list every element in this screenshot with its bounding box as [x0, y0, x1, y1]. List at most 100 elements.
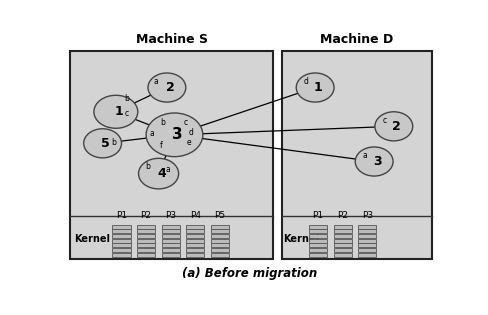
- FancyBboxPatch shape: [211, 239, 229, 243]
- Text: b: b: [160, 118, 165, 127]
- FancyBboxPatch shape: [282, 51, 431, 259]
- FancyBboxPatch shape: [112, 243, 131, 247]
- Text: P4: P4: [190, 211, 201, 220]
- FancyBboxPatch shape: [309, 234, 327, 238]
- Text: P1: P1: [313, 211, 324, 220]
- FancyBboxPatch shape: [186, 253, 204, 257]
- Ellipse shape: [375, 112, 413, 141]
- FancyBboxPatch shape: [162, 234, 180, 238]
- FancyBboxPatch shape: [309, 225, 327, 228]
- FancyBboxPatch shape: [186, 248, 204, 252]
- Text: c: c: [124, 109, 128, 118]
- FancyBboxPatch shape: [112, 234, 131, 238]
- Text: P3: P3: [362, 211, 373, 220]
- Text: 3: 3: [373, 155, 382, 168]
- FancyBboxPatch shape: [137, 243, 155, 247]
- FancyBboxPatch shape: [358, 229, 376, 233]
- FancyBboxPatch shape: [358, 234, 376, 238]
- Text: Kernel: Kernel: [283, 234, 319, 243]
- FancyBboxPatch shape: [334, 225, 352, 228]
- Text: Machine D: Machine D: [320, 33, 393, 46]
- Ellipse shape: [146, 113, 203, 157]
- FancyBboxPatch shape: [358, 253, 376, 257]
- FancyBboxPatch shape: [309, 243, 327, 247]
- Text: a: a: [363, 151, 367, 160]
- FancyBboxPatch shape: [334, 243, 352, 247]
- FancyBboxPatch shape: [162, 239, 180, 243]
- Text: 5: 5: [101, 137, 110, 150]
- FancyBboxPatch shape: [358, 243, 376, 247]
- FancyBboxPatch shape: [211, 225, 229, 228]
- Text: 2: 2: [165, 81, 174, 94]
- FancyBboxPatch shape: [162, 253, 180, 257]
- FancyBboxPatch shape: [112, 229, 131, 233]
- Text: d: d: [189, 128, 194, 137]
- FancyBboxPatch shape: [186, 229, 204, 233]
- FancyBboxPatch shape: [137, 225, 155, 228]
- FancyBboxPatch shape: [211, 234, 229, 238]
- Text: P1: P1: [116, 211, 127, 220]
- FancyBboxPatch shape: [186, 239, 204, 243]
- FancyBboxPatch shape: [211, 253, 229, 257]
- FancyBboxPatch shape: [334, 229, 352, 233]
- Ellipse shape: [355, 147, 393, 176]
- Ellipse shape: [94, 95, 138, 128]
- Text: P5: P5: [214, 211, 225, 220]
- FancyBboxPatch shape: [112, 248, 131, 252]
- Text: a: a: [149, 129, 154, 138]
- Ellipse shape: [84, 129, 122, 158]
- Text: b: b: [125, 94, 130, 103]
- FancyBboxPatch shape: [211, 229, 229, 233]
- FancyBboxPatch shape: [334, 253, 352, 257]
- Ellipse shape: [296, 73, 334, 102]
- Text: P2: P2: [141, 211, 152, 220]
- Text: d: d: [304, 77, 308, 86]
- Text: (a) Before migration: (a) Before migration: [183, 266, 318, 280]
- Text: 2: 2: [392, 120, 401, 133]
- Text: a: a: [165, 165, 170, 174]
- Text: b: b: [145, 162, 150, 171]
- FancyBboxPatch shape: [70, 51, 273, 259]
- FancyBboxPatch shape: [112, 253, 131, 257]
- FancyBboxPatch shape: [162, 243, 180, 247]
- FancyBboxPatch shape: [358, 225, 376, 228]
- Text: a: a: [154, 77, 159, 86]
- Ellipse shape: [139, 158, 179, 189]
- Text: 3: 3: [172, 127, 183, 142]
- FancyBboxPatch shape: [334, 248, 352, 252]
- Text: e: e: [186, 138, 191, 147]
- Text: c: c: [184, 118, 188, 127]
- FancyBboxPatch shape: [137, 229, 155, 233]
- FancyBboxPatch shape: [211, 243, 229, 247]
- Text: 1: 1: [314, 81, 323, 94]
- FancyBboxPatch shape: [137, 253, 155, 257]
- FancyBboxPatch shape: [309, 229, 327, 233]
- FancyBboxPatch shape: [137, 234, 155, 238]
- FancyBboxPatch shape: [358, 239, 376, 243]
- FancyBboxPatch shape: [137, 239, 155, 243]
- FancyBboxPatch shape: [211, 248, 229, 252]
- FancyBboxPatch shape: [334, 234, 352, 238]
- FancyBboxPatch shape: [309, 239, 327, 243]
- Ellipse shape: [148, 73, 186, 102]
- FancyBboxPatch shape: [309, 253, 327, 257]
- FancyBboxPatch shape: [186, 225, 204, 228]
- Text: 4: 4: [157, 167, 166, 180]
- FancyBboxPatch shape: [309, 248, 327, 252]
- FancyBboxPatch shape: [162, 225, 180, 228]
- FancyBboxPatch shape: [112, 239, 131, 243]
- FancyBboxPatch shape: [162, 229, 180, 233]
- Text: f: f: [160, 140, 163, 150]
- Text: P2: P2: [337, 211, 348, 220]
- Text: b: b: [111, 138, 116, 146]
- Text: P3: P3: [165, 211, 176, 220]
- Text: Kernel: Kernel: [74, 234, 110, 243]
- FancyBboxPatch shape: [162, 248, 180, 252]
- FancyBboxPatch shape: [334, 239, 352, 243]
- FancyBboxPatch shape: [137, 248, 155, 252]
- FancyBboxPatch shape: [358, 248, 376, 252]
- FancyBboxPatch shape: [186, 234, 204, 238]
- FancyBboxPatch shape: [112, 225, 131, 228]
- Text: c: c: [383, 116, 387, 125]
- Text: Machine S: Machine S: [136, 33, 207, 46]
